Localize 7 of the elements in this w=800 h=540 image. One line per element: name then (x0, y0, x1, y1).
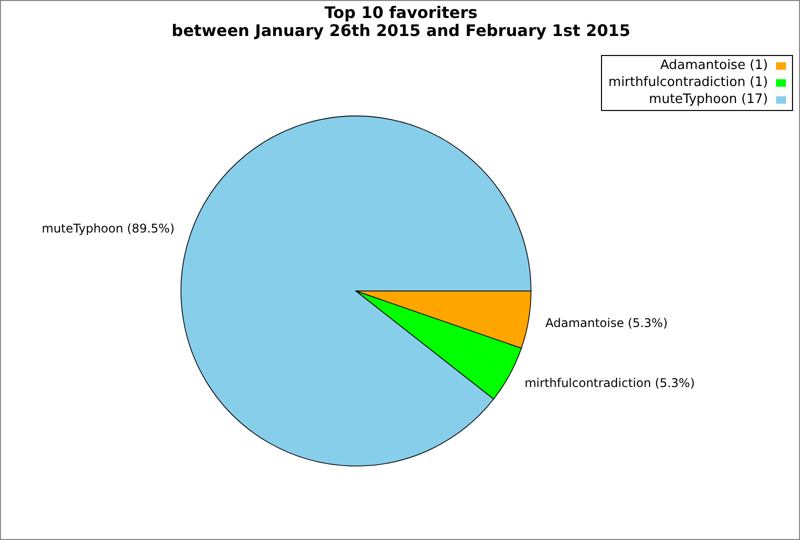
chart-title: Top 10 favoriters between January 26th 2015 and February 1st 2015 (172, 3, 630, 40)
legend-label: mirthfulcontradiction (1) (608, 75, 768, 90)
data-label: mirthfulcontradiction (5.3%) (524, 376, 695, 390)
legend-label: Adamantoise (1) (660, 58, 768, 73)
legend-label: muteTyphoon (17) (648, 92, 768, 107)
data-label: Adamantoise (5.3%) (545, 316, 668, 330)
data-label: muteTyphoon (89.5%) (42, 221, 175, 236)
